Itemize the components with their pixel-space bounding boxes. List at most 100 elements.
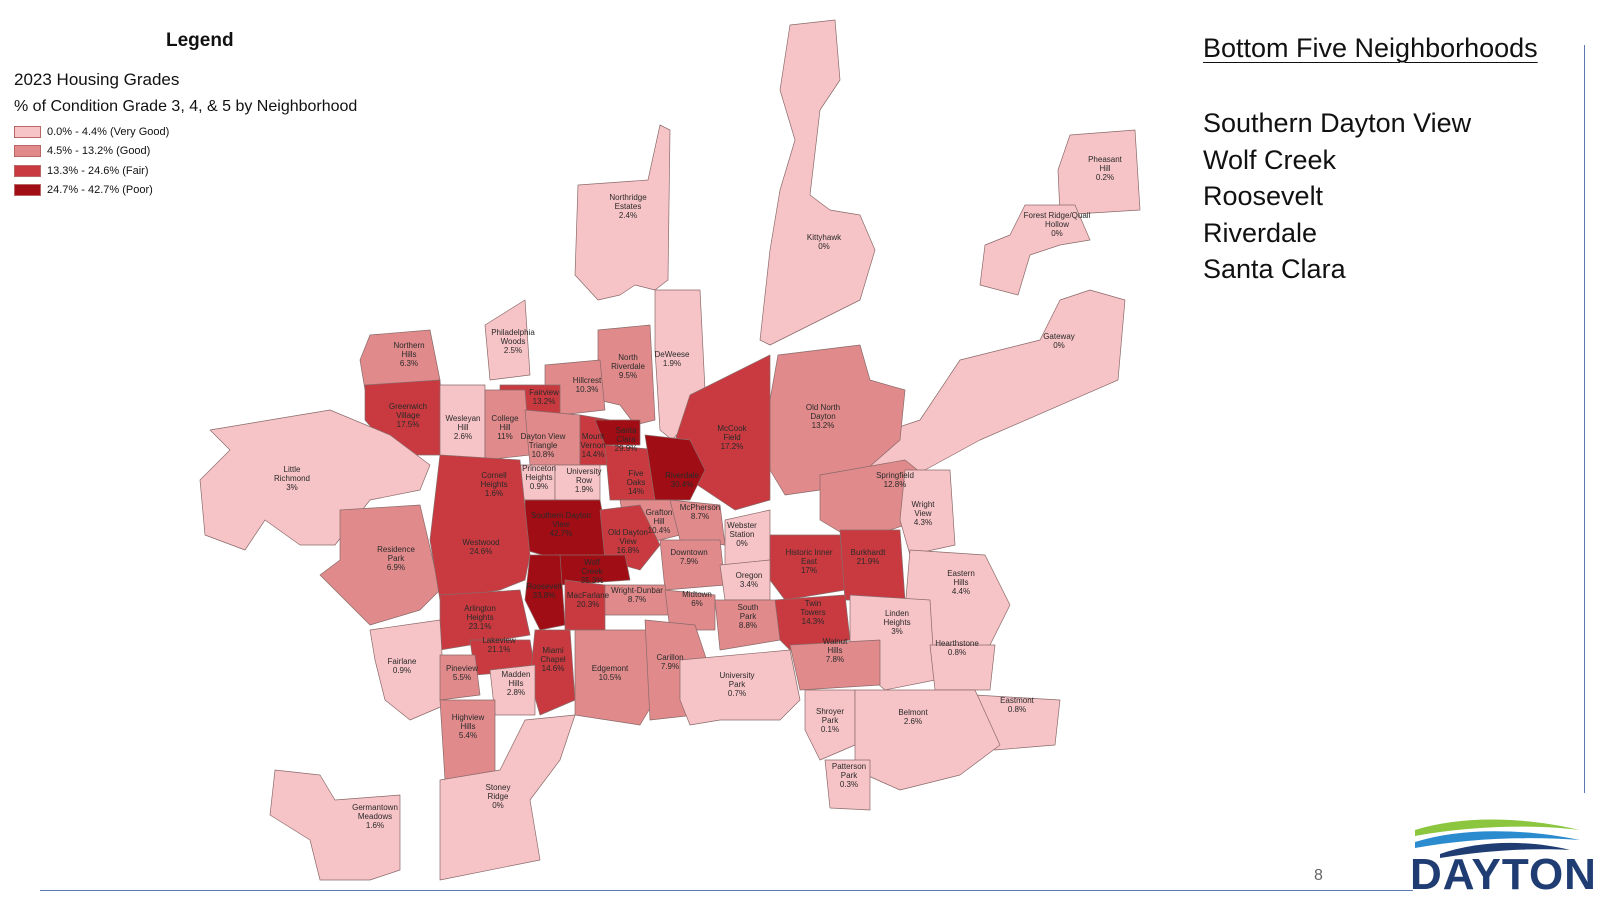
region-hearthstone [929,644,996,691]
label-santa-clara: Santa Clara 29.9% [615,426,638,453]
label-germantown-meadows: Germantown Meadows 1.6% [352,803,398,830]
label-riverdale: Riverdale 30.4% [665,471,699,489]
legend-label: 4.5% - 13.2% (Good) [47,145,151,158]
label-princeton-heights: Princeton Heights 0.9% [522,464,556,491]
label-north-riverdale: North Riverdale 9.5% [611,353,645,380]
logo-text: DAYTON [1410,850,1597,899]
label-southern-dayton-view: Southern Dayton View 42.7% [531,511,591,538]
region-highview-hills [439,699,496,781]
legend-label: 13.3% - 24.6% (Fair) [47,164,149,177]
region-little-richmond [199,409,431,551]
label-twin-towers: Twin Towers 14.3% [800,599,825,626]
bottom-five-item: Roosevelt [1203,181,1324,211]
bottom-five-title: Bottom Five Neighborhoods [1203,33,1538,63]
bottom-five-item: Santa Clara [1203,254,1346,284]
region-forest-ridge-quail-hollow [979,204,1091,296]
label-pineview: Pineview 5.5% [446,664,478,682]
legend-swatch [14,184,41,197]
legend-item-poor: 24.7% - 42.7% (Poor) [14,181,169,201]
label-roosevelt: Roosevelt 33.8% [526,582,562,600]
region-shroyer-park [804,689,856,761]
map-regions [199,19,1141,881]
label-arlington-heights: Arlington Heights 23.1% [464,604,496,631]
region-fairlane [369,619,446,721]
label-westwood: Westwood 24.6% [462,538,499,556]
label-carillon: Carillon 7.9% [656,653,683,671]
label-miami-chapel: Miami Chapel 14.6% [540,646,566,673]
label-old-dayton-view: Old Dayton View 16.8% [608,528,648,555]
label-mccook-field: McCook Field 17.2% [717,424,747,451]
label-highview-hills: Highview Hills 5.4% [452,713,485,740]
page-number: 8 [1314,867,1323,884]
label-gateway: Gateway 0% [1043,332,1075,350]
region-midtown [664,589,716,631]
label-springfield: Springfield 12.8% [876,471,914,489]
label-shroyer-park: Shroyer Park 0.1% [816,707,844,734]
label-little-richmond: Little Richmond 3% [274,465,310,492]
label-kittyhawk: Kittyhawk 0% [807,233,842,251]
label-five-oaks: Five Oaks 14% [627,469,646,496]
label-oregon: Oregon 3.4% [736,571,763,589]
label-lakeview: Lakeview 21.1% [482,636,516,654]
legend-label: 24.7% - 42.7% (Poor) [47,184,153,197]
label-philadelphia-woods: Philadelphia Woods 2.5% [491,328,535,355]
legend-swatch [14,125,41,138]
legend-swatch [14,145,41,158]
label-mcpherson: McPherson 8.7% [680,503,720,521]
region-walnut-hills [789,639,881,691]
region-germantown-meadows [269,769,401,881]
label-college-hill: College Hill 11% [491,414,519,441]
legend-items: 0.0% - 4.4% (Very Good) 4.5% - 13.2% (Go… [14,122,169,200]
label-deweese: DeWeese 1.9% [655,350,691,368]
label-eastern-hills: Eastern Hills 4.4% [947,569,975,596]
label-grafton-hill: Grafton Hill 10.4% [646,508,673,535]
legend-subtitle: 2023 Housing Grades [14,70,180,89]
legend-item-very-good: 0.0% - 4.4% (Very Good) [14,122,169,142]
label-northern-hills: Northern Hills 6.3% [393,341,424,368]
label-hearthstone: Hearthstone 0.8% [935,639,979,657]
region-kittyhawk [759,19,876,346]
bottom-five-list: Southern Dayton View Wolf Creek Roosevel… [1203,105,1471,288]
region-belmont [854,689,1001,791]
label-wright-dunbar: Wright-Dunbar 8.7% [611,586,663,604]
region-philadelphia-woods [484,299,531,381]
legend-description: % of Condition Grade 3, 4, & 5 by Neighb… [14,98,358,115]
label-walnut-hills: Walnut Hills 7.8% [823,637,848,664]
legend-item-good: 4.5% - 13.2% (Good) [14,142,169,162]
label-residence-park: Residence Park 6.9% [377,545,415,572]
region-pineview [439,654,481,701]
label-eastmont: Eastmont 0.8% [1000,696,1035,714]
bottom-five-item: Riverdale [1203,217,1318,248]
label-belmont: Belmont 2.6% [898,708,928,726]
region-old-dayton-view [599,504,661,571]
label-old-north-dayton: Old North Dayton 13.2% [806,403,840,430]
label-burkhardt: Burkhardt 21.9% [851,548,886,566]
label-stoney-ridge: Stoney Ridge 0% [486,783,511,810]
label-fairlane: Fairlane 0.9% [388,657,417,675]
label-wesleyan-hill: Wesleyan Hill 2.6% [446,414,481,441]
label-cornell-heights: Cornell Heights 1.6% [480,471,507,498]
label-greenwich-village: Greenwich Village 17.5% [389,402,427,429]
label-webster-station: Webster Station 0% [727,521,757,548]
label-patterson-park: Patterson Park 0.3% [832,762,866,789]
label-wright-view: Wright View 4.3% [912,500,936,527]
label-university-row: University Row 1.9% [566,467,601,494]
region-roosevelt [524,554,566,631]
region-santa-clara [594,419,641,446]
map-labels: Northridge Estates 2.4% Kittyhawk 0% Pheasant… [274,155,1123,830]
label-madden-hills: Madden Hills 2.8% [502,670,531,697]
bottom-five-item: Southern Dayton View [1203,108,1472,138]
label-linden-heights: Linden Heights 3% [883,609,910,636]
region-pheasant-hill [1057,129,1141,216]
region-edgemont [574,629,656,726]
region-westwood [429,454,531,601]
legend-item-fair: 13.3% - 24.6% (Fair) [14,161,169,181]
label-hillcrest: Hillcrest 10.3% [573,376,602,394]
region-residence-park [319,504,441,626]
label-macfarlane: MacFarlane 20.3% [567,591,610,609]
region-patterson-park [824,759,871,811]
region-wright-view [899,469,956,556]
legend-swatch [14,164,41,177]
dayton-logo: DAYTON [1410,818,1597,903]
